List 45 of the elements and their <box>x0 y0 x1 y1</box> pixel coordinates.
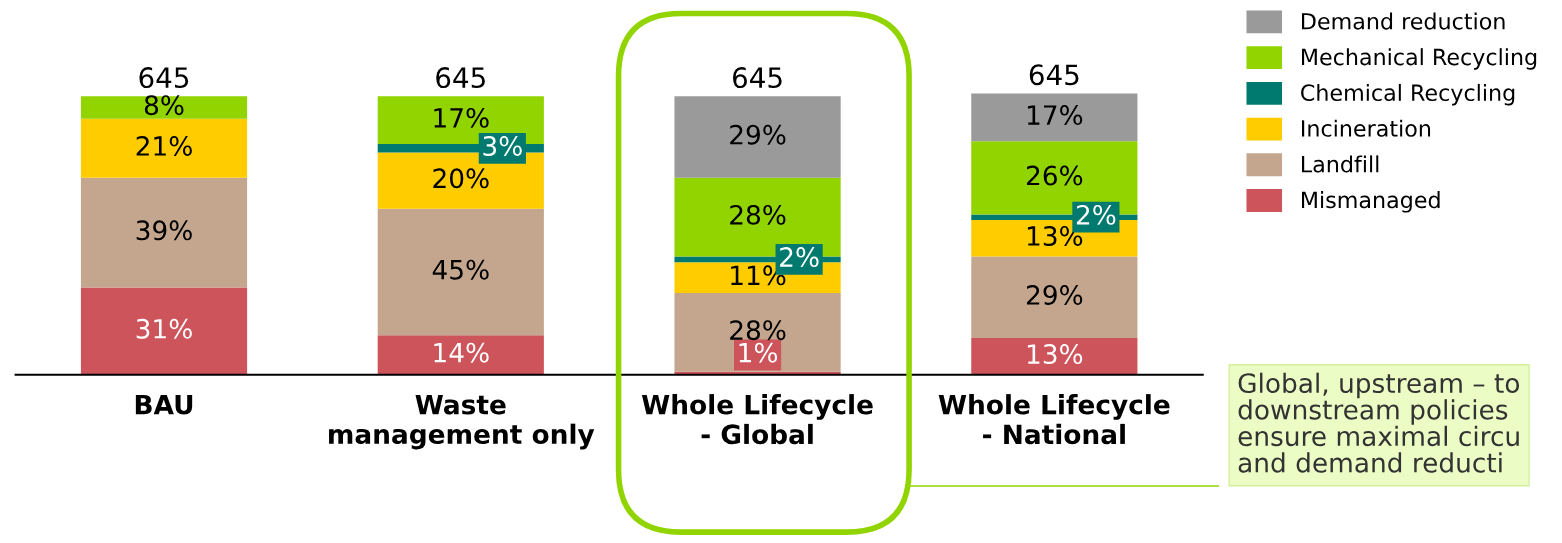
bar <box>971 338 1138 375</box>
x-tick-label: Whole Lifecycle - National <box>938 394 1170 445</box>
annotation: 645 <box>733 67 782 89</box>
data-label: 1% <box>739 342 778 363</box>
annotation: 645 <box>436 67 485 89</box>
bar <box>80 287 248 375</box>
x-tick-label: Waste management only <box>329 394 595 450</box>
legend-label: Mechanical Recycling <box>1302 48 1537 70</box>
bar <box>674 96 841 178</box>
legend-label: Demand reduction <box>1302 12 1505 30</box>
data-label: 13% <box>1027 225 1083 246</box>
legend-label: Mismanaged <box>1302 191 1440 213</box>
bar <box>80 96 248 119</box>
bar <box>971 93 1138 142</box>
data-label: 17% <box>434 107 489 128</box>
bar <box>80 118 248 178</box>
data-label: 39% <box>136 220 192 241</box>
x-tick-label: Whole Lifecycle - Global <box>641 394 873 445</box>
x-tick-label: BAU <box>135 394 193 415</box>
data-label: 2% <box>1076 204 1116 225</box>
bar <box>377 335 544 375</box>
data-label: 29% <box>730 124 786 145</box>
data-label: 20% <box>433 168 489 189</box>
data-label: 13% <box>1027 344 1083 365</box>
bar <box>971 256 1138 339</box>
data-label: 28% <box>730 320 786 341</box>
data-label: 26% <box>1026 165 1083 186</box>
data-label: 2% <box>780 247 819 268</box>
annotation: 645 <box>139 67 189 89</box>
data-label: 29% <box>1026 285 1083 305</box>
annotation: 645 <box>1029 64 1079 86</box>
data-label: 14% <box>434 342 489 363</box>
text: Global, upstream – to downstream policies ensure maximal circu and demand reducti <box>1238 372 1520 473</box>
data-label: 3% <box>483 136 522 156</box>
data-label: 17% <box>1027 105 1083 126</box>
data-label: 21% <box>136 136 192 156</box>
data-label: 45% <box>432 259 489 280</box>
data-label: 31% <box>136 318 192 339</box>
bar <box>80 177 248 288</box>
bar <box>377 208 544 336</box>
legend-label: Chemical Recycling <box>1301 83 1515 106</box>
data-label: 28% <box>730 204 786 225</box>
data-label: 8% <box>144 95 184 116</box>
legend-label: Incineration <box>1302 119 1431 137</box>
legend-label: Landfill <box>1302 155 1379 173</box>
